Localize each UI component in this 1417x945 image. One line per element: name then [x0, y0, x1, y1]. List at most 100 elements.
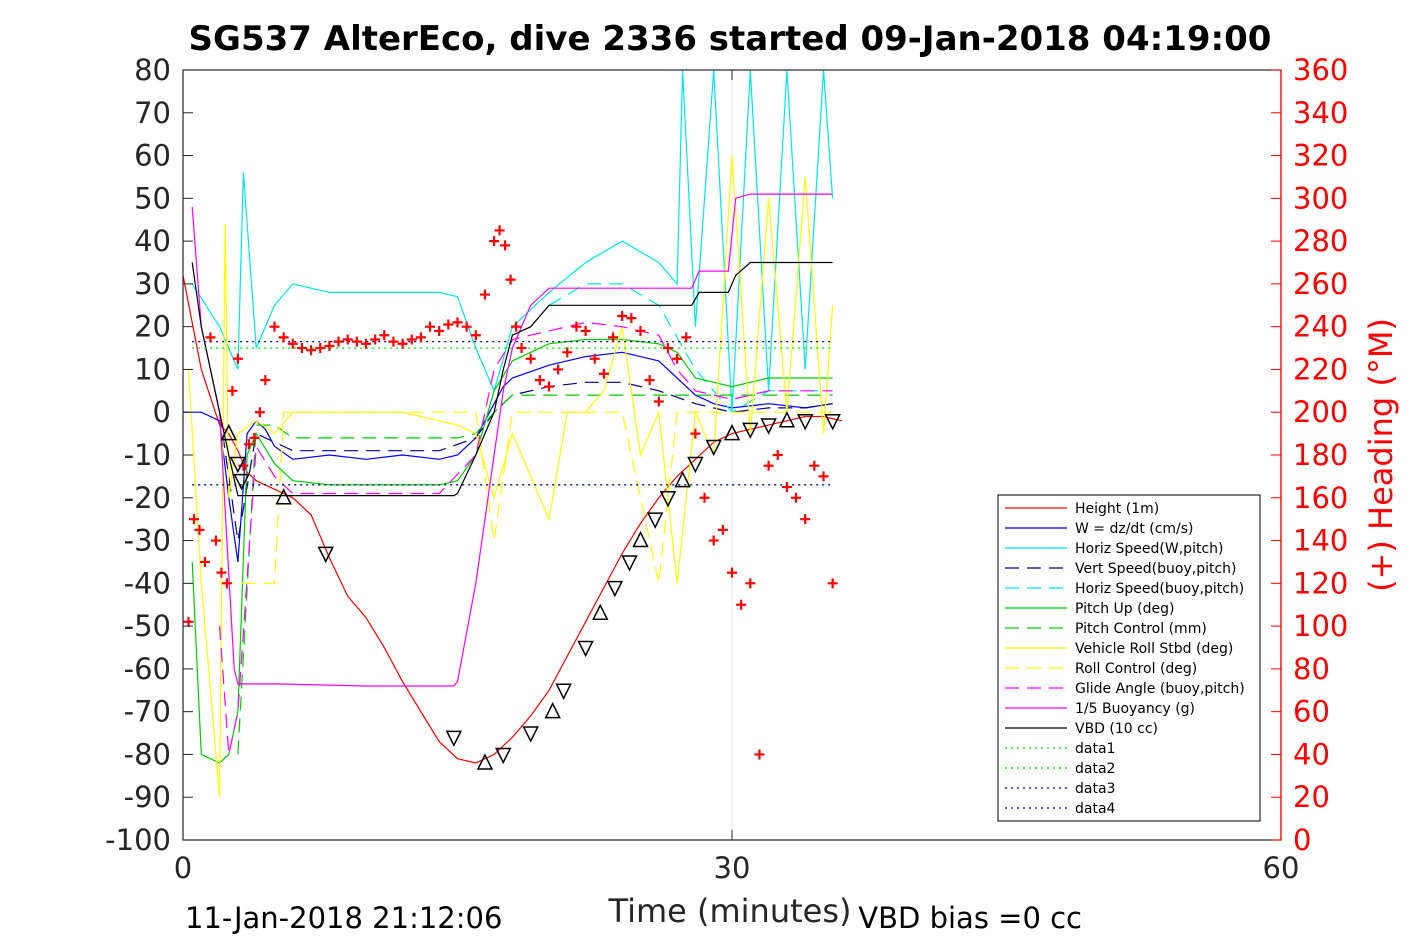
heading-point	[243, 439, 254, 450]
heading-point	[717, 524, 728, 535]
heading-point	[425, 321, 436, 332]
heading-point	[227, 385, 238, 396]
heading-point	[516, 343, 527, 354]
depth-marker	[632, 530, 649, 548]
y-tick-label: -20	[124, 481, 171, 515]
depth-marker	[476, 753, 494, 770]
heading-point	[608, 332, 619, 343]
x-tick-label: 0	[174, 851, 192, 885]
series-line-5	[191, 338, 833, 764]
heading-point	[525, 353, 536, 364]
legend-label: Pitch Up (deg)	[1075, 601, 1174, 617]
depth-marker	[687, 456, 704, 474]
heading-point	[221, 578, 232, 589]
heading-point	[653, 396, 664, 407]
heading-point	[415, 332, 426, 343]
legend-label: Vert Speed(buoy,pitch)	[1075, 561, 1237, 577]
y-right-tick-label: 200	[1293, 395, 1348, 429]
heading-point	[188, 514, 199, 525]
y-right-tick-label: 40	[1293, 737, 1330, 771]
y-tick-label: -30	[124, 524, 171, 558]
y-right-tick-label: 260	[1293, 267, 1348, 301]
y-tick-label: -10	[124, 438, 171, 472]
heading-point	[562, 347, 573, 358]
heading-point	[511, 321, 522, 332]
y-axis-left: 80 70 60 50 40 30 20 10 0 -10 -20 -30 -40 -50 -60 -70 -8…	[105, 53, 193, 857]
y-right-tick-label: 0	[1293, 823, 1311, 857]
x-tick-label: 60	[1263, 851, 1300, 885]
legend-label: Vehicle Roll Stbd (deg)	[1075, 641, 1233, 657]
y-tick-label: 40	[134, 224, 171, 258]
y-right-tick-label: 60	[1293, 695, 1330, 729]
heading-point	[351, 336, 362, 347]
heading-point	[598, 368, 609, 379]
heading-point	[800, 514, 811, 525]
heading-point	[199, 556, 210, 567]
heading-point	[505, 274, 516, 285]
depth-marker	[796, 414, 814, 431]
y-right-tick-label: 120	[1293, 566, 1348, 600]
series-line-1	[183, 351, 833, 562]
legend-box	[997, 494, 1261, 822]
chart-title: SG537 AlterEco, dive 2336 started 09-Jan…	[189, 19, 1272, 59]
y-tick-label: -90	[124, 780, 171, 814]
legend-label: data4	[1075, 801, 1116, 817]
depth-marker	[778, 411, 796, 428]
heading-point	[827, 578, 838, 589]
heading-point	[210, 535, 221, 546]
heading-point	[324, 340, 335, 351]
heading-point	[571, 321, 582, 332]
depth-marker	[544, 701, 561, 719]
heading-point	[644, 375, 655, 386]
y-tick-label: 10	[134, 352, 171, 386]
heading-point	[699, 492, 710, 503]
depth-marker	[495, 747, 512, 765]
series-line-4	[548, 283, 833, 413]
heading-point	[580, 325, 591, 336]
x-axis-label: Time (minutes)	[608, 892, 852, 930]
depth-marker	[220, 423, 237, 441]
series-layer	[182, 69, 842, 798]
legend-label: Height (1m)	[1075, 501, 1159, 517]
heading-point	[260, 375, 271, 386]
y-tick-label: 50	[134, 181, 171, 215]
heading-point	[818, 471, 829, 482]
y-tick-label: -60	[124, 652, 171, 686]
heading-point	[763, 460, 774, 471]
y-tick-label: 70	[134, 96, 171, 130]
heading-point	[589, 353, 600, 364]
heading-point	[708, 535, 719, 546]
heading-point	[443, 319, 454, 330]
depth-marker	[229, 456, 247, 474]
legend-label: Horiz Speed(buoy,pitch)	[1075, 581, 1244, 597]
legend-label: VBD (10 cc)	[1075, 721, 1158, 737]
heading-point	[434, 325, 445, 336]
depth-marker	[760, 418, 777, 435]
series-line-2	[191, 69, 834, 413]
heading-point	[626, 313, 637, 324]
y-tick-label: -40	[124, 566, 171, 600]
heading-point	[397, 338, 408, 349]
legend-label: data3	[1075, 781, 1115, 797]
y-right-tick-label: 140	[1293, 524, 1348, 558]
heading-point	[489, 236, 500, 247]
y-axis-right: 3603403203002802602402202001801601401201…	[1271, 53, 1348, 857]
heading-point	[791, 492, 802, 503]
heading-point	[269, 321, 280, 332]
heading-point	[254, 407, 265, 418]
y-right-tick-label: 320	[1293, 139, 1348, 173]
heading-point	[249, 432, 260, 443]
depth-marker	[723, 423, 741, 441]
heading-point	[754, 749, 765, 760]
legend-label: Horiz Speed(W,pitch)	[1075, 541, 1223, 557]
footer-vbd-bias: VBD bias =0 cc	[858, 901, 1082, 935]
depth-marker	[445, 730, 463, 748]
y-tick-label: -50	[124, 609, 171, 643]
y-right-tick-label: 340	[1293, 96, 1348, 130]
depth-marker	[317, 546, 334, 564]
y-right-tick-label: 280	[1293, 224, 1348, 258]
depth-marker	[742, 422, 759, 440]
legend-label: Glide Angle (buoy,pitch)	[1075, 681, 1245, 697]
heading-point	[406, 334, 417, 345]
y-right-tick-label: 160	[1293, 481, 1348, 515]
